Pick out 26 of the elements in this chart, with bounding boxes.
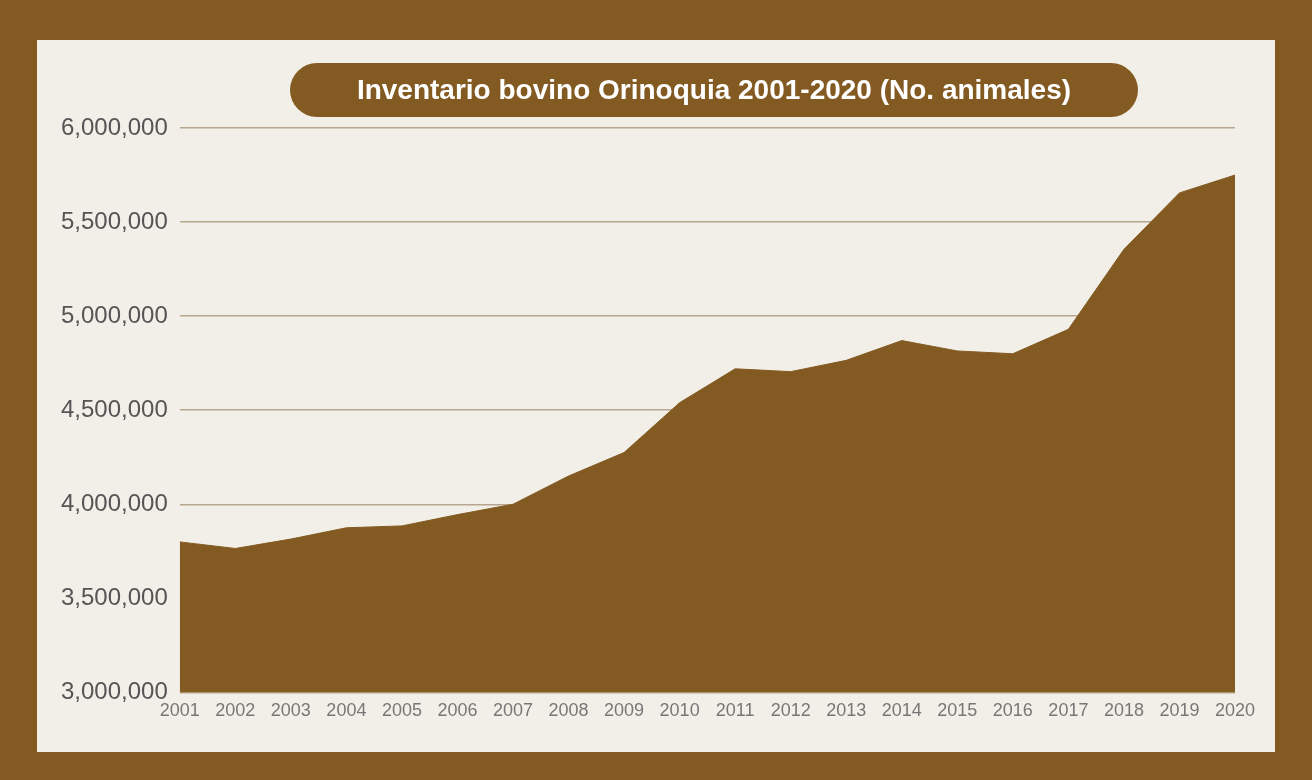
- x-tick-label: 2019: [1159, 700, 1200, 721]
- x-tick-label: 2012: [770, 700, 811, 721]
- x-tick-label: 2011: [715, 700, 755, 721]
- y-tick-label: 4,000,000: [60, 488, 168, 516]
- y-tick-label: 5,000,000: [60, 300, 168, 328]
- x-tick-label: 2016: [992, 700, 1033, 721]
- x-tick-label: 2015: [937, 700, 978, 721]
- y-tick-label: 6,000,000: [60, 112, 168, 140]
- x-tick-label: 2010: [659, 700, 700, 721]
- x-tick-label: 2014: [881, 700, 922, 721]
- x-tick-label: 2003: [270, 700, 311, 721]
- x-tick-label: 2013: [826, 700, 867, 721]
- x-tick-label: 2006: [437, 700, 478, 721]
- x-tick-label: 2004: [326, 700, 367, 721]
- x-tick-label: 2009: [604, 700, 645, 721]
- chart-title: Inventario bovino Orinoquia 2001-2020 (No. animales): [290, 63, 1138, 117]
- x-tick-label: 2008: [548, 700, 589, 721]
- x-tick-label: 2018: [1103, 700, 1144, 721]
- x-tick-label: 2005: [381, 700, 422, 721]
- y-tick-label: 3,500,000: [60, 582, 168, 610]
- x-tick-label: 2020: [1214, 700, 1256, 721]
- y-tick-label: 5,500,000: [60, 206, 168, 234]
- x-tick-label: 2002: [215, 700, 256, 721]
- y-tick-label: 4,500,000: [60, 394, 168, 422]
- x-tick-label: 2007: [492, 700, 534, 721]
- x-tick-label: 2017: [1048, 700, 1089, 721]
